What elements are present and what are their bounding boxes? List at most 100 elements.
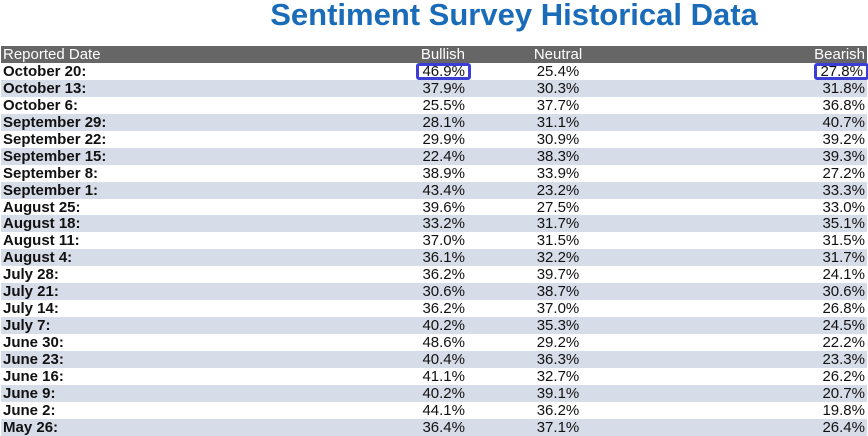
table-row: August 11: 37.0% 31.5% 31.5% <box>1 232 867 249</box>
row-bullish: 36.1% <box>422 249 465 267</box>
row-date: June 23: <box>3 350 64 368</box>
header-bearish: Bearish <box>814 46 865 63</box>
row-neutral: 39.7% <box>536 266 580 284</box>
table-row: June 16: 41.1% 32.7% 26.2% <box>1 368 867 385</box>
table-row: August 18: 33.2% 31.7% 35.1% <box>1 215 867 232</box>
row-bullish: 40.4% <box>422 350 465 368</box>
row-bullish: 39.6% <box>422 198 465 216</box>
table-row: July 7: 40.2% 35.3% 24.5% <box>1 317 867 334</box>
row-neutral: 38.3% <box>536 147 580 165</box>
row-bullish: 37.0% <box>422 232 465 250</box>
table-row: June 30: 48.6% 29.2% 22.2% <box>1 334 867 351</box>
table-row: September 22: 29.9% 30.9% 39.2% <box>1 131 867 148</box>
row-bearish: 24.1% <box>822 266 865 284</box>
row-bearish: 26.8% <box>822 300 865 318</box>
row-neutral: 30.9% <box>536 130 580 148</box>
row-neutral: 29.2% <box>536 334 580 351</box>
row-bearish: 40.7% <box>822 113 865 131</box>
row-date: September 1: <box>3 181 99 199</box>
row-neutral: 36.3% <box>536 350 580 368</box>
table-row: August 4: 36.1% 32.2% 31.7% <box>1 249 867 266</box>
page-title: Sentiment Survey Historical Data <box>270 0 758 32</box>
row-bearish-cell: 27.8% <box>649 63 868 80</box>
table-row: July 28: 36.2% 39.7% 24.1% <box>1 266 867 283</box>
row-neutral: 37.7% <box>536 96 580 114</box>
row-bullish: 40.2% <box>422 384 465 402</box>
table-row: October 13: 37.9% 30.3% 31.8% <box>1 79 867 97</box>
row-neutral: 38.7% <box>536 283 580 301</box>
row-date: June 9: <box>3 384 56 402</box>
row-bearish: 31.5% <box>822 232 865 250</box>
row-date: August 25: <box>3 198 81 216</box>
header-bullish: Bullish <box>420 46 465 63</box>
table-body: October 20: 46.9% 25.4% 27.8% October 13: 37.… <box>1 63 868 436</box>
row-bullish: 40.2% <box>422 317 465 335</box>
row-bearish-highlighted: 27.8% <box>814 63 868 80</box>
row-date: August 18: <box>3 215 81 233</box>
row-bullish: 36.4% <box>422 418 465 436</box>
row-bullish: 41.1% <box>422 367 465 385</box>
table-row: September 1: 43.4% 23.2% 33.3% <box>1 181 867 199</box>
row-bullish: 44.1% <box>422 401 465 419</box>
table-row: June 23: 40.4% 36.3% 23.3% <box>1 350 867 368</box>
table-row: September 8: 38.9% 33.9% 27.2% <box>1 165 867 182</box>
header-reported-date: Reported Date <box>3 46 101 63</box>
row-bullish: 48.6% <box>422 334 465 351</box>
row-bearish: 19.8% <box>822 401 865 419</box>
row-bullish-cell: 46.9% <box>301 63 471 80</box>
row-bearish: 30.6% <box>822 283 865 301</box>
row-date: June 2: <box>3 401 56 419</box>
row-bearish: 22.2% <box>822 334 865 351</box>
row-bearish: 23.3% <box>822 350 865 368</box>
row-date: July 7: <box>3 317 51 335</box>
table-row: July 14: 36.2% 37.0% 26.8% <box>1 300 867 317</box>
row-bearish: 27.2% <box>822 164 865 182</box>
row-bullish: 25.5% <box>422 96 465 114</box>
row-bullish: 22.4% <box>422 147 465 165</box>
row-date: July 21: <box>3 283 59 301</box>
row-neutral: 31.7% <box>536 215 580 233</box>
row-bearish: 31.8% <box>822 79 865 97</box>
table-row: May 26: 36.4% 37.1% 26.4% <box>1 418 867 436</box>
row-bullish: 28.1% <box>422 113 465 131</box>
table-row: August 25: 39.6% 27.5% 33.0% <box>1 199 867 216</box>
row-neutral: 30.3% <box>536 79 580 97</box>
row-bearish: 31.7% <box>822 249 865 267</box>
row-bearish: 39.3% <box>822 147 865 165</box>
row-bearish: 33.3% <box>822 181 865 199</box>
row-bearish: 36.8% <box>822 96 865 114</box>
table-row: September 15: 22.4% 38.3% 39.3% <box>1 147 867 165</box>
row-bullish: 36.2% <box>422 300 465 318</box>
table-row: July 21: 30.6% 38.7% 30.6% <box>1 283 867 300</box>
row-bullish-highlighted: 46.9% <box>416 63 471 80</box>
row-neutral: 37.0% <box>536 300 580 318</box>
row-neutral: 37.1% <box>536 418 580 436</box>
row-date: September 22: <box>3 130 107 148</box>
row-bearish: 33.0% <box>822 198 865 216</box>
row-date: September 8: <box>3 164 99 182</box>
row-date: September 15: <box>3 147 107 165</box>
table-row: June 2: 44.1% 36.2% 19.8% <box>1 402 867 419</box>
row-bullish: 29.9% <box>422 130 465 148</box>
table-row: September 29: 28.1% 31.1% 40.7% <box>1 113 867 131</box>
row-bullish: 30.6% <box>422 283 465 301</box>
row-neutral: 25.4% <box>536 63 580 80</box>
row-bearish: 20.7% <box>822 384 865 402</box>
row-neutral: 33.9% <box>536 164 580 182</box>
row-date: October 20: <box>3 63 87 80</box>
header-neutral: Neutral <box>533 46 583 63</box>
table-row: June 9: 40.2% 39.1% 20.7% <box>1 384 867 402</box>
row-date: June 16: <box>3 367 64 385</box>
row-neutral: 39.1% <box>536 384 580 402</box>
row-date: June 30: <box>3 334 64 351</box>
row-neutral: 35.3% <box>536 317 580 335</box>
row-neutral: 36.2% <box>536 401 580 419</box>
sentiment-table: Reported Date Bullish Neutral Bearish Oc… <box>1 46 868 436</box>
row-bearish: 35.1% <box>822 215 865 233</box>
row-date: September 29: <box>3 113 107 131</box>
row-bearish: 26.2% <box>822 367 865 385</box>
table-header: Reported Date Bullish Neutral Bearish <box>1 46 867 63</box>
table-row: October 6: 25.5% 37.7% 36.8% <box>1 97 867 114</box>
row-date: October 6: <box>3 96 79 114</box>
table-row: October 20: 46.9% 25.4% 27.8% <box>1 63 868 80</box>
